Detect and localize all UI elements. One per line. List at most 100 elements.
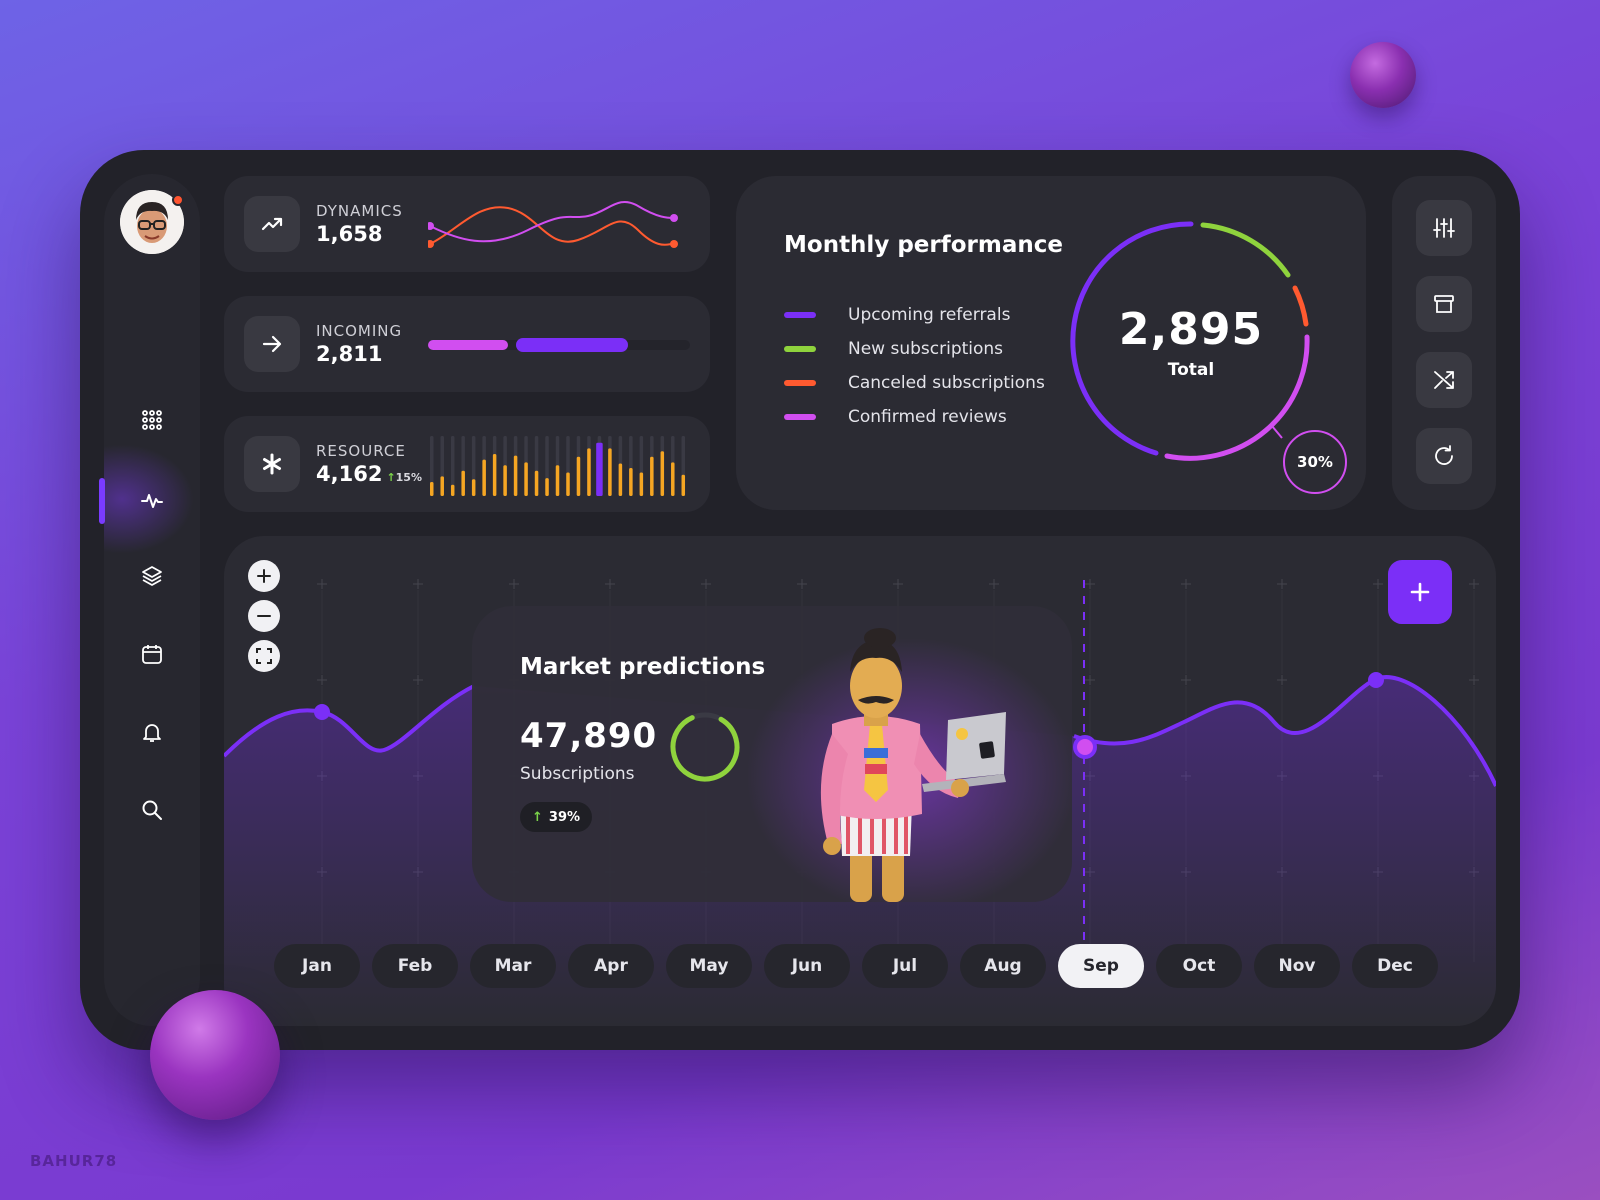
resource-bar-chart [430,436,686,496]
month-oct[interactable]: Oct [1156,944,1242,988]
month-jun[interactable]: Jun [764,944,850,988]
zoom-out-button[interactable] [248,600,280,632]
market-chart-area: Market predictions 47,890 Subscriptions … [224,536,1496,1026]
wave-point [314,704,330,720]
incoming-card[interactable]: INCOMING 2,811 [224,296,710,392]
resource-bar [681,474,686,496]
month-may[interactable]: May [666,944,752,988]
decorative-sphere [150,990,280,1120]
sparkline-point [670,214,678,222]
character-illustration [820,628,1006,902]
progress-segment-purple [516,338,628,352]
resource-bar [608,448,612,496]
percent-badge: 30% [1283,430,1347,494]
sparkline-magenta [429,200,675,243]
resource-bar [471,479,476,496]
month-selector: Jan Feb Mar Apr May Jun Jul Aug Sep Oct … [274,944,1438,990]
total-value: 2,895 [1118,304,1264,355]
legend-item: New subscriptions [784,332,1045,366]
decorative-sphere [1350,42,1416,108]
minus-icon [257,615,271,617]
archive-icon[interactable] [1416,276,1472,332]
active-glow [104,444,194,554]
month-mar[interactable]: Mar [470,944,556,988]
legend-item: Canceled subscriptions [784,366,1045,400]
active-indicator [99,478,105,524]
resource-bar [671,462,675,496]
performance-legend: Upcoming referrals New subscriptions Can… [784,298,1045,434]
dynamics-sparkline [428,200,678,248]
bell-icon[interactable] [132,712,172,752]
month-jan[interactable]: Jan [274,944,360,988]
resource-bar [576,456,581,496]
month-aug[interactable]: Aug [960,944,1046,988]
monthly-performance-card: Monthly performance Upcoming referrals N… [736,176,1366,510]
bar-track [450,436,455,496]
performance-donut [1070,221,1310,461]
add-button[interactable] [1388,560,1452,624]
fit-screen-button[interactable] [248,640,280,672]
legend-swatch [784,380,816,386]
wave-line [224,675,1496,787]
donut-connector [1271,425,1283,439]
sparkline-point [670,240,678,248]
donut-arc-orange [1292,285,1309,327]
grid-icon[interactable] [132,400,172,440]
market-caption: Subscriptions [520,764,635,784]
legend-swatch [784,414,816,420]
resource-bar [450,484,455,496]
fit-screen-icon [256,648,272,664]
asterisk-icon [244,436,300,492]
plus-icon [257,569,271,583]
market-progress-ring [670,712,740,782]
activity-icon[interactable] [132,480,172,520]
resource-bar [513,455,518,496]
resource-bar [618,463,623,496]
watermark: BAHUR78 [30,1152,118,1170]
incoming-value: 2,811 [316,342,383,366]
resource-bar [566,472,570,496]
market-change-badge: ↑ 39% [520,802,593,832]
refresh-icon[interactable] [1416,428,1472,484]
notification-dot [172,194,184,206]
resource-bar [482,459,486,496]
arrow-up-icon: ↑ [386,471,396,484]
performance-title: Monthly performance [784,232,1063,258]
dynamics-label: DYNAMICS [316,202,403,220]
month-feb[interactable]: Feb [372,944,458,988]
sliders-icon[interactable] [1416,200,1472,256]
resource-card[interactable]: RESOURCE 4,162 ↑15% [224,416,710,512]
month-jul[interactable]: Jul [862,944,948,988]
incoming-progress [428,338,690,352]
resource-bar [545,478,549,496]
market-title: Market predictions [520,654,766,680]
wave-point-selected [1073,735,1097,759]
legend-label: New subscriptions [848,339,1004,359]
legend-label: Canceled subscriptions [848,373,1045,393]
month-dec[interactable]: Dec [1352,944,1438,988]
resource-bar [650,456,654,496]
resource-bar [503,465,507,496]
sparkline-orange [429,206,674,246]
arrow-right-icon [244,316,300,372]
resource-bar [524,462,528,496]
search-icon[interactable] [132,790,172,830]
calendar-icon[interactable] [132,634,172,674]
resource-bar [555,465,560,496]
dynamics-value: 1,658 [316,222,383,246]
month-sep[interactable]: Sep [1058,944,1144,988]
dynamics-card[interactable]: DYNAMICS 1,658 [224,176,710,272]
layers-icon[interactable] [132,556,172,596]
resource-bar [492,454,497,496]
donut-arc-green [1200,222,1291,278]
zoom-in-button[interactable] [248,560,280,592]
month-nov[interactable]: Nov [1254,944,1340,988]
legend-label: Confirmed reviews [848,407,1007,427]
plus-icon [1410,582,1430,602]
wave-point [1368,672,1384,688]
resource-bar [629,468,633,496]
month-apr[interactable]: Apr [568,944,654,988]
dashboard-panel: DYNAMICS 1,658 INCOMING 2,811 [80,150,1520,1050]
shuffle-icon[interactable] [1416,352,1472,408]
market-value: 47,890 [520,716,658,756]
